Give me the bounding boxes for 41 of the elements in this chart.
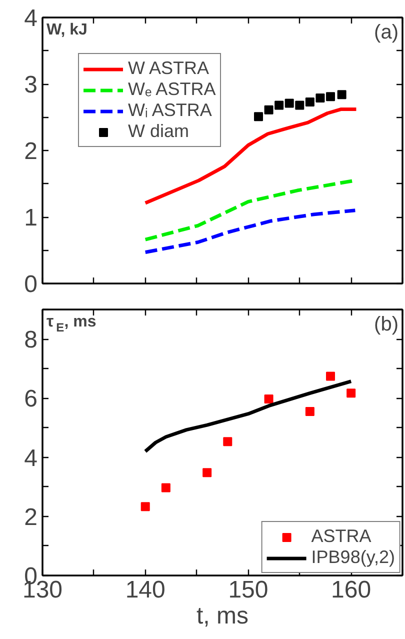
y-axis-title: W, kJ [46,22,88,38]
point [202,468,212,478]
point [264,105,274,114]
y-tick-label: 6 [24,386,38,413]
annotation: (a) [374,22,399,44]
point [337,90,346,100]
y-tick-label: 4 [24,5,38,32]
point [326,92,335,102]
legend-label: W ASTRA [128,58,210,79]
legend-label: W diam [128,121,190,142]
y-tick-label: 0 [24,271,38,298]
y-tick-label: 2 [24,504,38,531]
y-tick-label: 2 [24,138,38,165]
y-tick-label: 8 [24,326,38,354]
point [264,394,274,404]
legend-label: IPB98(y,2) [311,547,395,568]
point [305,97,314,106]
x-tick-label: 160 [331,576,372,604]
y-tick-label: 1 [24,204,38,232]
point [161,483,170,492]
x-tick-label: 140 [125,576,166,604]
point [140,502,150,512]
point [254,112,263,122]
point [326,372,335,381]
legend-label: Wᵢ ASTRA [128,100,212,121]
legend-label: Wₑ ASTRA [128,79,216,100]
point [305,406,314,416]
y-tick-label: 4 [24,444,38,472]
line-series [144,208,357,254]
x-tick-label: 150 [228,576,268,604]
point [346,388,356,398]
point [316,93,325,102]
legend-label: ASTRA [311,526,372,547]
annotation: (b) [374,314,399,336]
point [274,100,284,110]
point [295,100,304,110]
y-tick-label: 3 [24,72,38,98]
line-series [144,380,353,454]
point [223,437,232,446]
point [284,98,294,108]
x-axis-title: t, ms [196,602,248,630]
